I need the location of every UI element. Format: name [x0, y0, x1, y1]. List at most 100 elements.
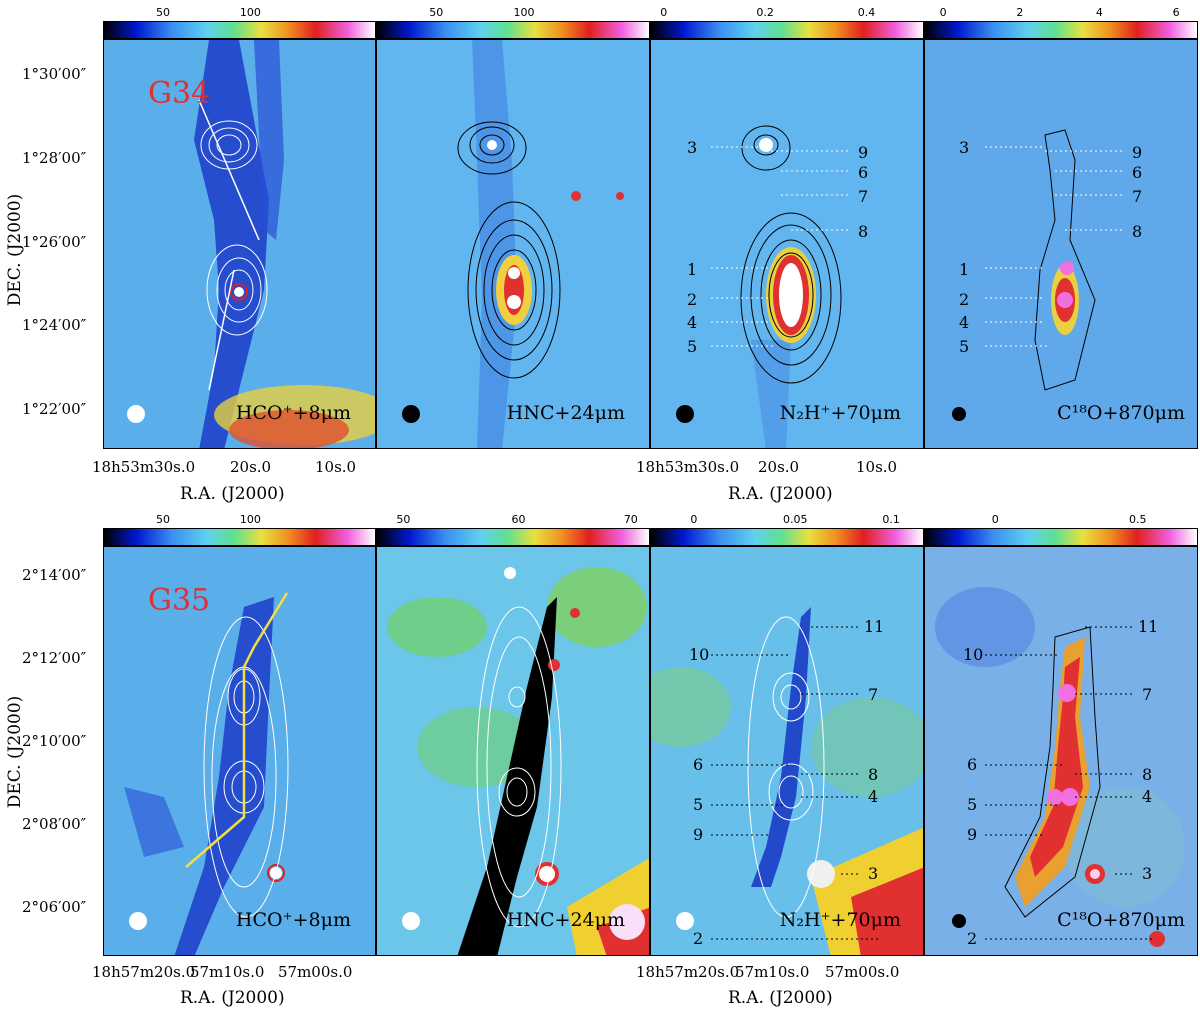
core-label: 7: [858, 187, 869, 206]
panel-label: HNC+24μm: [506, 909, 625, 931]
core-label: 10: [689, 645, 710, 664]
colorbar: [103, 528, 376, 546]
colorbar-tick-label: 0.4: [857, 6, 876, 19]
colorbar-tick-label: 0: [660, 6, 668, 19]
x-tick-label: 57m00s.0: [278, 963, 353, 981]
source-label-g35: G35: [148, 583, 211, 618]
colorbar-tick-label: 60: [511, 513, 526, 526]
core-label: 4: [959, 313, 970, 332]
panel-label: HNC+24μm: [506, 402, 625, 424]
y-tick-label: 2°08′00″: [22, 815, 87, 833]
core-label: 3: [868, 864, 879, 883]
core-label: 9: [693, 825, 704, 844]
y-tick-label: 2°06′00″: [22, 898, 87, 916]
y-tick-label: 1°24′00″: [22, 316, 87, 334]
core-label: 4: [868, 787, 879, 806]
core-label: 4: [1142, 787, 1153, 806]
x-tick-label: 57m10s.0: [735, 963, 810, 981]
colorbar: [650, 21, 924, 39]
core-label: 5: [959, 337, 970, 356]
x-tick-label: 18h53m30s.0: [636, 458, 740, 476]
colorbar-tick-label: 100: [239, 513, 261, 526]
colorbar-tick-label: 0.5: [1128, 513, 1147, 526]
x-tick-label: 18h57m20s.0: [92, 963, 196, 981]
panel-label: C¹⁸O+870μm: [1057, 909, 1185, 931]
core-label: 1: [959, 260, 970, 279]
y-tick-label: 1°30′00″: [22, 65, 87, 83]
panel-label: N₂H⁺+70μm: [779, 402, 901, 424]
panel-g34-n2h: 3 1 2 4 5 9 6 7 8 N₂H⁺+70μm: [650, 39, 924, 449]
core-label: 1: [687, 260, 698, 279]
colorbar: [924, 21, 1198, 39]
core-label: 5: [967, 795, 978, 814]
core-label: 2: [959, 290, 970, 309]
panel-label: C¹⁸O+870μm: [1057, 402, 1185, 424]
colorbar-tick-label: 4: [1095, 6, 1103, 19]
colorbar: [924, 528, 1198, 546]
y-tick-label: 2°14′00″: [22, 566, 87, 584]
x-tick-label: 57m10s.0: [190, 963, 265, 981]
map-image: [925, 40, 1197, 448]
colorbar-tick-label: 0: [690, 513, 698, 526]
colorbar-tick-label: 0.1: [882, 513, 900, 526]
colorbar-tick-label: 50: [156, 6, 171, 19]
core-label: 5: [687, 337, 698, 356]
core-label: 7: [1132, 187, 1143, 206]
colorbar: [650, 528, 924, 546]
panel-label: N₂H⁺+70μm: [779, 909, 901, 931]
y-tick-label: 2°12′00″: [22, 649, 87, 667]
y-tick-label: 1°22′00″: [22, 400, 87, 418]
x-tick-label: 57m00s.0: [825, 963, 900, 981]
x-axis-title: R.A. (J2000): [180, 484, 285, 504]
colorbar-tick-label: 50: [429, 6, 444, 19]
core-label: 11: [864, 617, 885, 636]
core-label: 9: [967, 825, 978, 844]
core-label: 6: [858, 163, 869, 182]
x-tick-label: 10s.0: [856, 458, 898, 476]
core-label: 8: [1132, 222, 1143, 241]
core-label: 6: [1132, 163, 1143, 182]
map-image: [377, 547, 649, 955]
map-image: [377, 40, 649, 448]
colorbar-tick-label: 6: [1172, 6, 1180, 19]
core-label: 7: [868, 685, 879, 704]
x-tick-label: 10s.0: [315, 458, 357, 476]
core-label: 5: [693, 795, 704, 814]
y-tick-label: 2°10′00″: [22, 732, 87, 750]
y-axis-title: DEC. (J2000): [5, 695, 25, 809]
map-image: [104, 40, 375, 448]
colorbar-tick-label: 0: [939, 6, 947, 19]
core-label: 2: [687, 290, 698, 309]
core-label: 9: [858, 143, 869, 162]
panel-label: HCO⁺+8μm: [235, 909, 351, 931]
colorbar-tick-label: 0: [991, 513, 999, 526]
core-label: 11: [1138, 617, 1159, 636]
colorbar-tick-label: 100: [513, 6, 535, 19]
panel-g35-n2h: 10 6 5 9 2 11 7 8 4 3 N₂H⁺+70μm: [650, 546, 924, 956]
panel-g34-hnc: HNC+24μm: [376, 39, 650, 449]
panel-g34-hco: G34 HCO⁺+8μm: [103, 39, 376, 449]
map-image: [104, 547, 375, 955]
colorbar-tick-label: 50: [396, 513, 411, 526]
x-tick-label: 20s.0: [758, 458, 800, 476]
colorbar-tick-label: 70: [623, 513, 638, 526]
colorbar-tick-label: 2: [1016, 6, 1024, 19]
source-label-g34: G34: [148, 76, 211, 111]
map-image: [651, 40, 923, 448]
core-label: 8: [1142, 765, 1153, 784]
x-tick-label: 20s.0: [230, 458, 272, 476]
y-tick-label: 1°28′00″: [22, 149, 87, 167]
core-label: 3: [687, 138, 698, 157]
core-label: 2: [967, 929, 978, 948]
panel-g35-c18o: 10 6 5 9 2 11 7 8 4 3 C¹⁸O+870μm: [924, 546, 1198, 956]
panel-g35-hco: G35 HCO⁺+8μm: [103, 546, 376, 956]
colorbar-tick-label: 100: [239, 6, 261, 19]
core-label: 3: [1142, 864, 1153, 883]
core-label: 3: [959, 138, 970, 157]
x-axis-title: R.A. (J2000): [180, 988, 285, 1008]
core-label: 6: [693, 755, 704, 774]
panel-label: HCO⁺+8μm: [235, 402, 351, 424]
x-axis-title: R.A. (J2000): [728, 484, 833, 504]
x-axis-title: R.A. (J2000): [728, 988, 833, 1008]
colorbar: [376, 528, 650, 546]
